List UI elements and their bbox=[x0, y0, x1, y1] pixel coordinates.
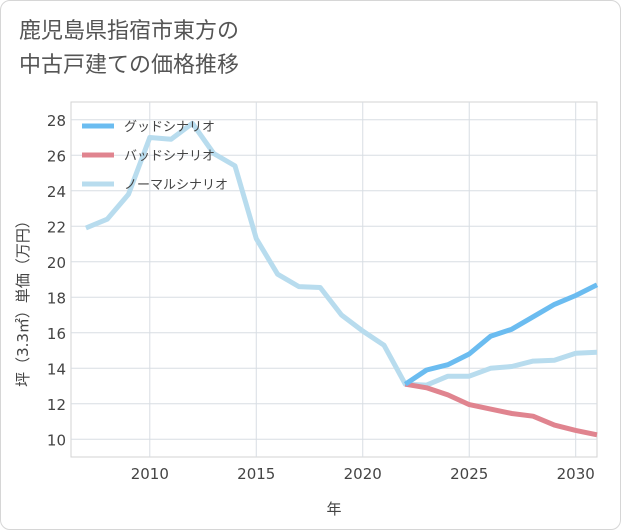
x-axis-label: 年 bbox=[326, 500, 341, 518]
grid-lines bbox=[71, 102, 597, 457]
y-tick-16: 16 bbox=[47, 325, 66, 343]
legend-label-0[interactable]: グッドシナリオ bbox=[124, 120, 215, 135]
y-tick-20: 20 bbox=[47, 254, 66, 272]
y-tick-labels: 10 12 14 16 18 20 22 24 26 28 bbox=[47, 112, 66, 450]
series-line-2 bbox=[84, 120, 598, 388]
legend-label-2[interactable]: ノーマルシナリオ bbox=[124, 178, 228, 193]
series-lines bbox=[84, 120, 599, 438]
series-line-1 bbox=[404, 381, 598, 438]
y-tick-24: 24 bbox=[47, 183, 66, 201]
legend-label-1[interactable]: バッドシナリオ bbox=[124, 149, 215, 164]
series-line-0 bbox=[403, 282, 599, 387]
chart-title: 鹿児島県指宿市東方の 中古戸建ての価格推移 bbox=[19, 15, 239, 83]
y-tick-12: 12 bbox=[47, 396, 66, 414]
x-tick-2020: 2020 bbox=[344, 465, 382, 483]
x-tick-labels: 2010 2015 2020 2025 2030 bbox=[131, 465, 595, 483]
y-tick-28: 28 bbox=[47, 112, 66, 130]
y-tick-14: 14 bbox=[47, 360, 66, 378]
x-tick-2030: 2030 bbox=[557, 465, 595, 483]
x-tick-2025: 2025 bbox=[450, 465, 488, 483]
plot-area bbox=[70, 101, 598, 458]
x-tick-2015: 2015 bbox=[237, 465, 275, 483]
y-tick-10: 10 bbox=[47, 431, 66, 449]
y-tick-26: 26 bbox=[47, 147, 66, 165]
y-tick-22: 22 bbox=[47, 218, 66, 236]
y-tick-18: 18 bbox=[47, 289, 66, 307]
x-tick-2010: 2010 bbox=[131, 465, 169, 483]
y-axis-label: 坪（3.3㎡）単価（万円） bbox=[14, 213, 32, 387]
chart-title-line-2: 中古戸建ての価格推移 bbox=[19, 53, 240, 78]
chart-title-line-1: 鹿児島県指宿市東方の bbox=[19, 19, 240, 44]
